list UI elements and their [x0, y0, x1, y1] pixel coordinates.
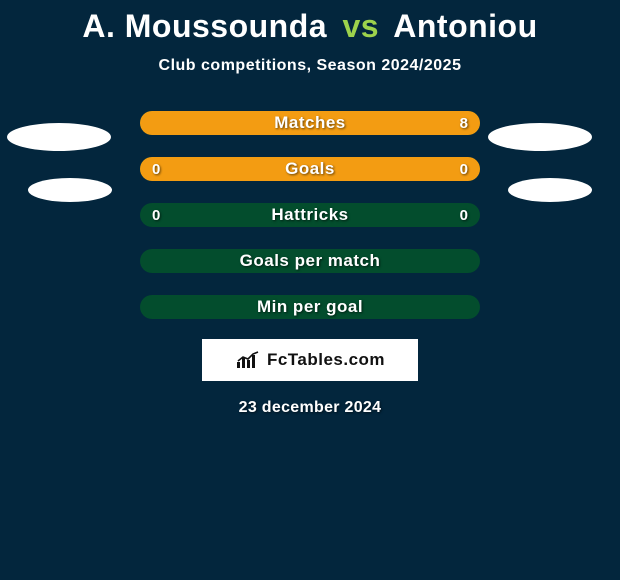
stat-value-right: 8	[460, 111, 468, 135]
subtitle: Club competitions, Season 2024/2025	[0, 57, 620, 75]
stat-label: Goals	[140, 157, 480, 181]
stat-row: Matches8	[140, 111, 480, 135]
comparison-card: A. Moussounda vs Antoniou Club competiti…	[0, 0, 620, 580]
stat-label: Matches	[140, 111, 480, 135]
stat-value-right: 0	[460, 157, 468, 181]
stat-label: Goals per match	[140, 249, 480, 273]
stat-row: Hattricks0 0	[140, 203, 480, 227]
stat-value-left: 0	[152, 203, 160, 227]
stat-value-right: 0	[460, 203, 468, 227]
player-a-name: A. Moussounda	[82, 8, 327, 44]
page-title: A. Moussounda vs Antoniou	[0, 8, 620, 45]
date-label: 23 december 2024	[0, 399, 620, 417]
decorative-ellipse	[28, 178, 112, 202]
decorative-ellipse	[7, 123, 111, 151]
vs-separator: vs	[342, 8, 379, 44]
decorative-ellipse	[508, 178, 592, 202]
stat-label: Min per goal	[140, 295, 480, 319]
stat-row: Goals0 0	[140, 157, 480, 181]
brand-chart-icon	[235, 350, 261, 370]
stat-value-left: 0	[152, 157, 160, 181]
stat-row: Goals per match	[140, 249, 480, 273]
player-b-name: Antoniou	[393, 8, 537, 44]
stat-label: Hattricks	[140, 203, 480, 227]
decorative-ellipse	[488, 123, 592, 151]
brand-badge: FcTables.com	[202, 339, 418, 381]
brand-text: FcTables.com	[267, 350, 385, 370]
stat-row: Min per goal	[140, 295, 480, 319]
